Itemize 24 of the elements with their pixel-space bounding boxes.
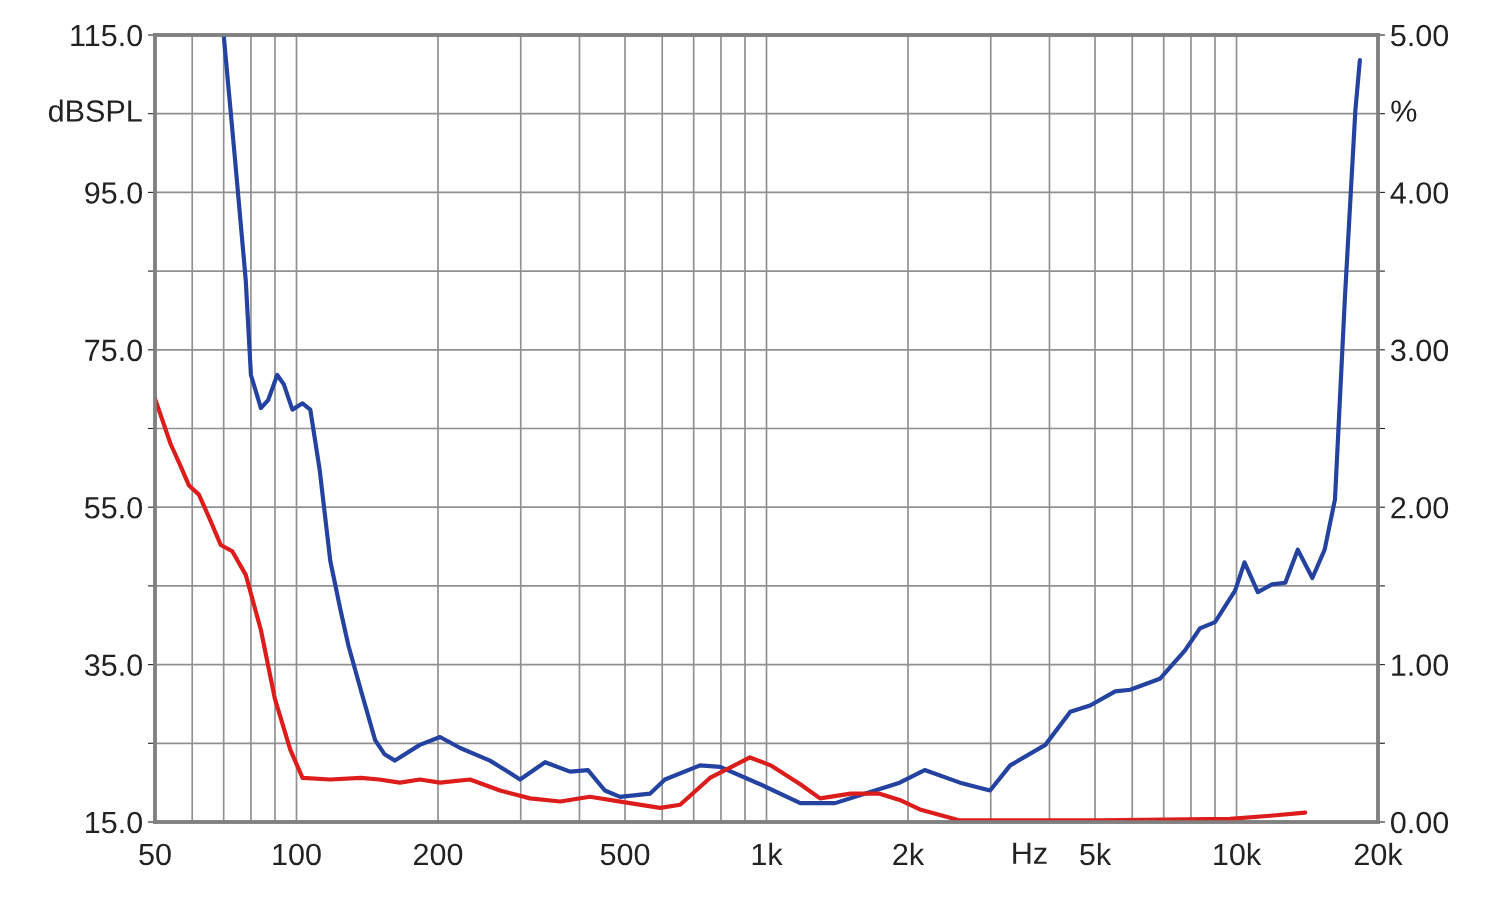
y2-tick-label: 4.00: [1390, 182, 1449, 204]
x-tick-label: 500: [600, 843, 650, 866]
y2-tick-label: 3.00: [1390, 339, 1449, 362]
x-axis-title: Hz: [1013, 842, 1047, 864]
x-tick-label: 20k: [1354, 842, 1403, 866]
x-tick-label: 5k: [1080, 842, 1112, 866]
y2-tick-label: 5.00: [1391, 24, 1449, 47]
y-tick-label: 115.0: [71, 24, 143, 47]
x-tick-label: 2k: [893, 842, 925, 865]
x-tick-label: 100: [273, 843, 321, 866]
y-tick-label: 35.0: [84, 654, 143, 676]
y-tick-label: 95.0: [85, 182, 143, 204]
y-tick-label: 75.0: [85, 339, 143, 362]
x-tick-label: 50: [139, 843, 171, 866]
x-tick-label: 200: [414, 843, 463, 866]
y2-tick-label: 2.00: [1391, 496, 1449, 519]
x-tick-label: 1k: [752, 842, 783, 865]
y-axis-title: dBSPL: [48, 99, 142, 122]
x-tick-label: 10k: [1214, 842, 1262, 866]
y2-tick-label: 1.00: [1392, 654, 1449, 676]
y-tick-label: 55.0: [84, 496, 143, 519]
y2-axis-title: %: [1391, 100, 1417, 122]
y2-tick-label: 0.00: [1391, 811, 1449, 834]
y-tick-label: 15.0: [86, 811, 143, 834]
